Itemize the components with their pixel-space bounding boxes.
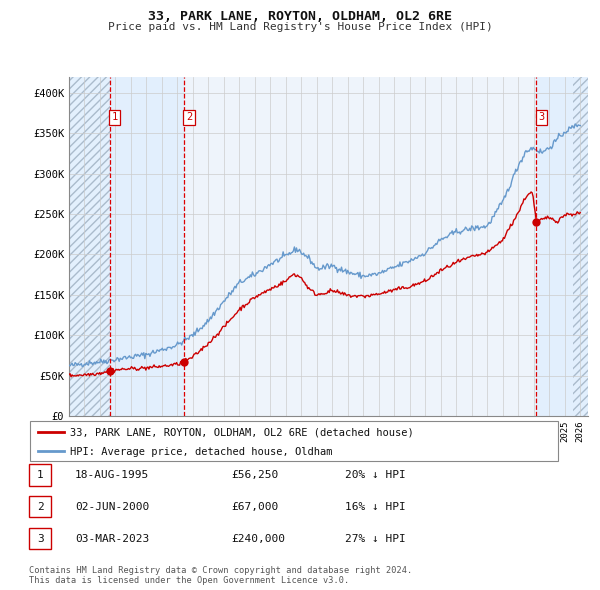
Text: £56,250: £56,250: [231, 470, 278, 480]
Text: 27% ↓ HPI: 27% ↓ HPI: [345, 534, 406, 543]
Text: Contains HM Land Registry data © Crown copyright and database right 2024.
This d: Contains HM Land Registry data © Crown c…: [29, 566, 412, 585]
Bar: [110, 77, 184, 416]
Text: HPI: Average price, detached house, Oldham: HPI: Average price, detached house, Oldh…: [70, 447, 332, 457]
Text: 33, PARK LANE, ROYTON, OLDHAM, OL2 6RE (detached house): 33, PARK LANE, ROYTON, OLDHAM, OL2 6RE (…: [70, 428, 413, 438]
Text: 33, PARK LANE, ROYTON, OLDHAM, OL2 6RE: 33, PARK LANE, ROYTON, OLDHAM, OL2 6RE: [148, 10, 452, 23]
Text: 2: 2: [186, 112, 192, 122]
Text: 2: 2: [37, 502, 44, 512]
Text: 20% ↓ HPI: 20% ↓ HPI: [345, 470, 406, 480]
Text: Price paid vs. HM Land Registry's House Price Index (HPI): Price paid vs. HM Land Registry's House …: [107, 22, 493, 32]
Text: 18-AUG-1995: 18-AUG-1995: [75, 470, 149, 480]
Text: 16% ↓ HPI: 16% ↓ HPI: [345, 502, 406, 512]
Bar: [536, 77, 588, 416]
Text: 02-JUN-2000: 02-JUN-2000: [75, 502, 149, 512]
Text: 03-MAR-2023: 03-MAR-2023: [75, 534, 149, 543]
Text: 1: 1: [112, 112, 118, 122]
Text: £67,000: £67,000: [231, 502, 278, 512]
Text: 3: 3: [538, 112, 545, 122]
Text: £240,000: £240,000: [231, 534, 285, 543]
Bar: [69, 77, 110, 416]
Bar: [69, 77, 110, 416]
Text: 3: 3: [37, 534, 44, 543]
Bar: [572, 77, 588, 416]
Text: 1: 1: [37, 470, 44, 480]
